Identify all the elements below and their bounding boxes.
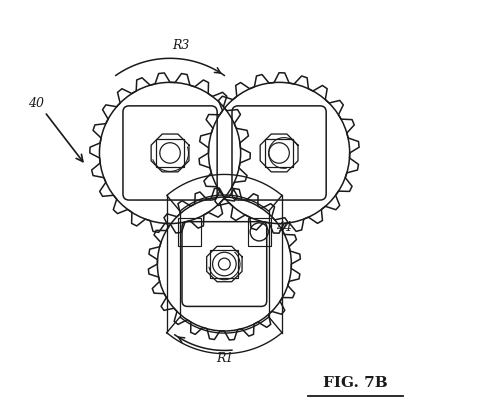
Text: R3: R3 [172, 40, 190, 53]
Text: FIG. 7B: FIG. 7B [323, 377, 387, 390]
Text: 44: 44 [276, 221, 292, 234]
Text: 40: 40 [28, 97, 44, 110]
Text: R1: R1 [216, 352, 233, 365]
